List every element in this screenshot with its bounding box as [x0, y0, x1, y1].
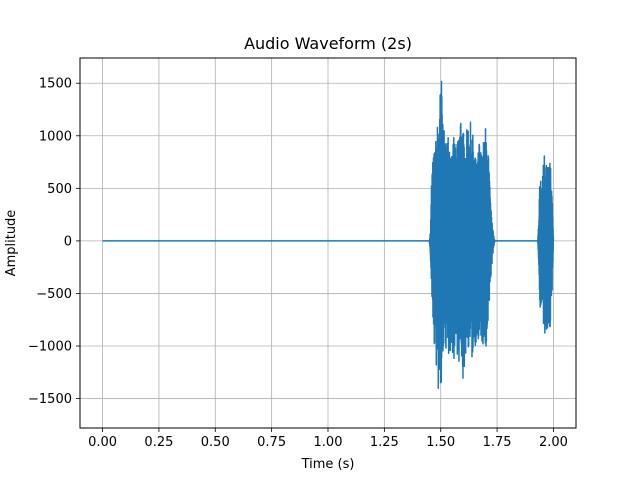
- waveform-segment-1: [428, 80, 496, 390]
- y-tick-label: −1500: [28, 392, 72, 407]
- x-tick-label: 2.00: [539, 435, 568, 450]
- x-tick-label: 1.50: [426, 435, 455, 450]
- y-tick-label: 500: [47, 182, 72, 197]
- x-tick-label: 0.50: [201, 435, 230, 450]
- x-tick-label: 1.25: [370, 435, 399, 450]
- y-tick-label: −1000: [28, 340, 72, 355]
- x-tick-label: 0.75: [257, 435, 286, 450]
- waveform-segment-3: [536, 155, 555, 334]
- x-tick-label: 1.00: [314, 435, 343, 450]
- x-axis-label: Time (s): [301, 457, 355, 472]
- x-axis-ticks: 0.00 0.25 0.50 0.75 1.00 1.25 1.50 1.75 2.00: [88, 428, 568, 450]
- plot-area: [102, 80, 555, 390]
- chart-title: Audio Waveform (2s): [244, 34, 412, 53]
- y-axis-label: Amplitude: [4, 210, 19, 277]
- y-tick-label: −500: [36, 287, 72, 302]
- y-tick-label: 1000: [39, 129, 72, 144]
- x-tick-label: 0.25: [144, 435, 173, 450]
- y-tick-label: 0: [64, 234, 72, 249]
- y-axis-ticks: −1500 −1000 −500 0 500 1000 1500: [28, 77, 80, 407]
- x-tick-label: 1.75: [483, 435, 512, 450]
- x-tick-label: 0.00: [88, 435, 117, 450]
- grid: [80, 58, 576, 428]
- y-tick-label: 1500: [39, 77, 72, 92]
